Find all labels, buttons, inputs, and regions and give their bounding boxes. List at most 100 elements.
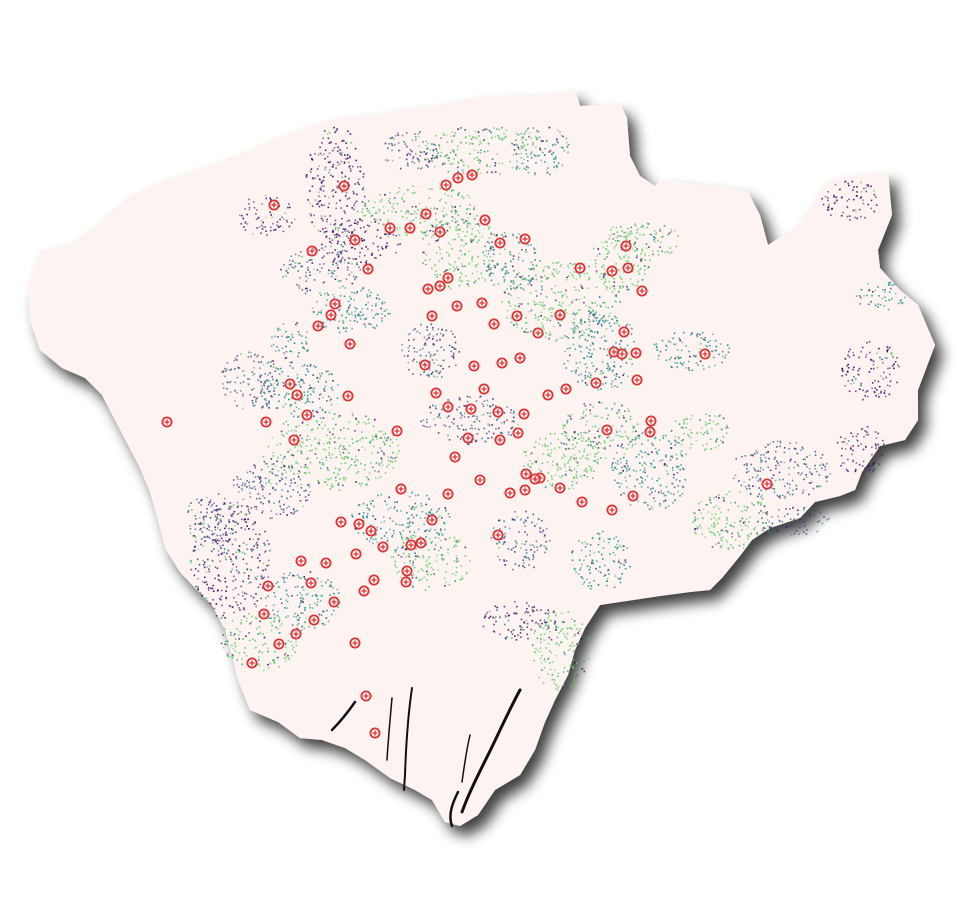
stream-pixel [327,294,329,296]
stream-pixel [848,356,851,358]
stream-pixel [856,439,858,441]
stream-pixel [867,303,870,306]
stream-pixel [847,458,849,461]
stream-pixel [398,524,401,526]
stream-pixel [400,510,402,512]
stream-pixel [871,359,873,362]
stream-pixel [778,478,781,481]
stream-pixel [504,291,506,294]
stream-pixel [340,462,343,465]
stream-pixel [369,212,371,214]
stream-pixel [219,518,222,520]
stream-pixel [427,142,430,145]
stream-pixel [372,206,375,209]
stream-pixel [277,225,279,227]
stream-pixel [616,386,619,388]
stream-pixel [562,146,564,149]
stream-pixel [794,448,797,450]
stream-pixel [854,390,857,393]
stream-pixel [520,303,523,305]
stream-pixel [358,314,361,317]
stream-pixel [406,511,408,514]
stream-pixel [419,131,421,133]
stream-pixel [243,485,246,487]
stream-pixel [365,303,367,306]
stream-pixel [264,477,267,480]
stream-pixel [265,230,267,232]
stream-pixel [339,287,341,289]
stream-pixel [839,436,842,439]
stream-pixel [328,269,330,272]
stream-pixel [213,607,216,610]
stream-pixel [608,251,611,254]
stream-pixel [318,439,321,441]
stream-pixel [489,415,491,418]
stream-pixel [797,519,799,521]
stream-pixel [692,511,695,514]
stream-pixel [634,241,636,243]
stream-pixel [409,332,411,335]
stream-pixel [572,487,575,490]
stream-pixel [510,427,512,430]
stream-pixel [465,429,467,432]
stream-pixel [852,435,854,438]
stream-pixel [874,387,876,389]
stream-pixel [240,585,242,588]
stream-pixel [879,455,881,458]
stream-pixel [885,300,887,302]
stream-pixel [888,346,891,349]
stream-pixel [207,558,209,561]
stream-pixel [591,559,594,561]
stream-pixel [219,580,222,582]
stream-pixel [609,538,611,540]
stream-pixel [560,641,563,643]
stream-pixel [572,328,575,330]
stream-pixel [600,323,603,326]
stream-pixel [654,241,656,243]
stream-pixel [214,566,217,568]
stream-pixel [570,370,573,373]
stream-pixel [581,330,583,332]
stream-pixel [834,201,837,203]
stream-pixel [434,424,437,426]
stream-pixel [326,484,329,486]
stream-pixel [533,446,535,448]
stream-pixel [656,349,659,351]
stream-pixel [626,344,629,347]
stream-pixel [259,477,261,479]
stream-pixel [585,305,587,307]
stream-pixel [353,299,355,301]
stream-pixel [557,467,560,469]
stream-pixel [821,522,824,525]
stream-pixel [191,509,193,511]
stream-pixel [401,196,403,199]
stream-pixel [602,301,605,304]
stream-pixel [323,204,325,206]
stream-pixel [305,593,307,596]
stream-pixel [653,239,655,241]
stream-pixel [900,302,902,304]
stream-pixel [587,444,590,446]
stream-pixel [261,228,264,230]
stream-pixel [574,568,576,571]
stream-pixel [269,471,271,473]
stream-pixel [439,515,441,517]
stream-pixel [391,159,394,162]
stream-pixel [491,424,493,426]
stream-pixel [300,487,303,489]
stream-pixel [228,539,230,541]
stream-pixel [713,356,715,359]
stream-pixel [564,309,566,312]
stream-pixel [390,137,392,139]
stream-pixel [316,604,318,606]
stream-pixel [285,275,287,277]
stream-pixel [608,322,611,325]
stream-pixel [873,391,876,393]
stream-pixel [429,406,431,408]
stream-pixel [866,473,869,476]
stream-pixel [253,545,255,547]
stream-pixel [777,530,780,533]
stream-pixel [565,681,567,683]
stream-pixel [432,404,434,407]
stream-pixel [851,460,854,463]
